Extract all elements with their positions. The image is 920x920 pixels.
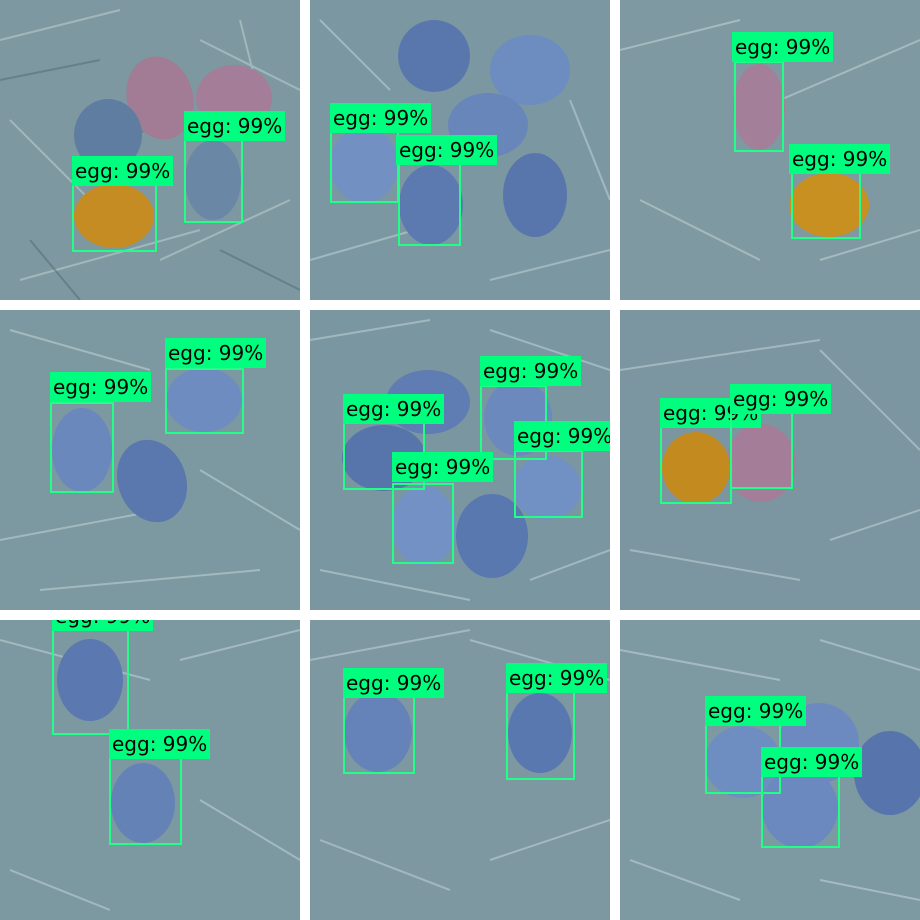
detection-label: egg: 99% [732,32,834,62]
detection-label: egg: 99% [514,421,610,451]
detection-box [506,690,575,780]
egg [398,20,470,92]
detection-label: egg: 99% [184,111,286,141]
detection-label: egg: 99% [165,338,267,368]
detection-box [184,139,243,223]
detection-box [52,629,129,735]
egg [508,693,572,773]
detection-box [392,483,454,564]
detection-box [50,402,114,493]
hay-background [310,0,610,300]
detection-box [791,172,861,239]
detection-label: egg: 99% [52,620,154,631]
detection-box [514,450,583,518]
detection-label: egg: 99% [72,156,174,186]
tile-8: egg: 99% egg: 99% [310,620,610,920]
detection-label: egg: 99% [392,452,494,482]
egg [185,140,241,220]
tile-3: egg: 99% egg: 99% [620,0,920,300]
tile-2: egg: 99% egg: 99% [310,0,610,300]
detection-box [734,61,784,152]
egg [490,35,570,105]
detection-box [660,426,732,504]
egg [330,127,398,203]
egg [726,424,796,502]
egg [111,763,175,843]
egg [789,173,869,237]
tile-7: egg: 99% egg: 99% [0,620,300,920]
tile-4: egg: 99% egg: 99% [0,310,300,610]
egg [733,64,785,150]
detection-box [398,163,461,246]
egg [392,486,456,566]
egg [74,184,154,248]
egg [456,494,528,578]
egg [166,368,242,432]
detection-label: egg: 99% [506,663,608,693]
detection-label: egg: 99% [761,747,863,777]
egg [344,692,412,772]
hay-background [0,0,300,300]
detection-label: egg: 99% [109,729,211,759]
detection-label: egg: 99% [343,668,445,698]
egg [513,456,581,520]
detection-label: egg: 99% [789,144,891,174]
tile-5: egg: 99% egg: 99% egg: 99% egg: 99% [310,310,610,610]
detection-label: egg: 99% [730,384,832,414]
egg [662,432,730,504]
tile-1: egg: 99% egg: 99% [0,0,300,300]
detection-label: egg: 99% [343,394,445,424]
detection-box [761,775,840,848]
egg [399,165,463,245]
detection-box [165,368,244,434]
tile-6: egg: 99% egg: 99% [620,310,920,610]
egg [57,639,123,721]
tile-9: egg: 99% egg: 99% [620,620,920,920]
detection-label: egg: 99% [705,696,807,726]
detection-box [343,696,415,774]
detection-label: egg: 99% [480,356,582,386]
egg [762,768,838,848]
hay-background [0,620,300,920]
hay-background [620,310,920,610]
detection-box [730,412,793,489]
egg [52,408,112,492]
egg [74,99,142,171]
detection-label: egg: 99% [50,372,152,402]
detection-label: egg: 99% [396,135,498,165]
egg [854,731,920,815]
detection-box [109,757,182,845]
egg [503,153,567,237]
egg [116,439,188,523]
detection-box [330,131,399,203]
detection-label: egg: 99% [330,103,432,133]
detection-box [72,184,157,252]
egg [126,56,194,140]
